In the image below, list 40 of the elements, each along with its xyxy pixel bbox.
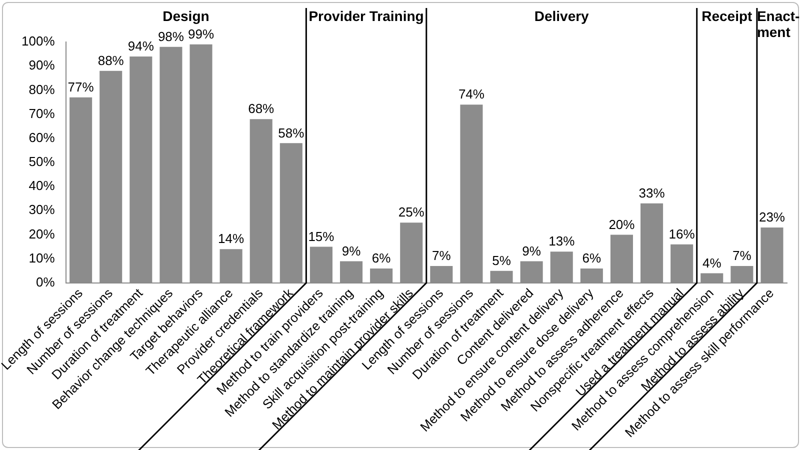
data-label: 23% [758, 210, 786, 225]
data-label: 25% [398, 204, 425, 220]
data-label: 9% [522, 243, 542, 258]
y-tick-label: 80% [28, 82, 56, 97]
data-label: 16% [668, 226, 696, 242]
y-tick-label: 10% [28, 250, 56, 266]
text: Design [162, 8, 210, 24]
data-label: 6% [372, 250, 392, 266]
data-label: 9% [342, 243, 362, 258]
text: Provider Training [308, 8, 425, 24]
data-label: 58% [278, 125, 305, 140]
data-label: 33% [638, 185, 666, 200]
y-tick-label: 50% [28, 154, 56, 170]
data-label: 7% [732, 248, 752, 264]
data-label: 4% [702, 255, 722, 270]
data-label: 14% [218, 231, 245, 246]
data-label: 68% [248, 101, 275, 116]
data-label: 94% [128, 38, 154, 54]
y-tick-label: 60% [28, 130, 56, 145]
data-label: 98% [158, 28, 184, 44]
text: Receipt [700, 8, 754, 24]
data-label: 20% [608, 216, 636, 232]
y-tick-label: 70% [28, 106, 56, 121]
y-tick-label: 90% [28, 58, 56, 73]
data-label: 13% [548, 234, 576, 249]
y-tick-label: 100% [22, 34, 56, 49]
data-label: 15% [308, 228, 335, 244]
data-label: 74% [458, 86, 485, 102]
data-label: 88% [98, 52, 124, 68]
data-label: 77% [68, 79, 94, 94]
data-label: 99% [188, 26, 214, 42]
data-label: 7% [432, 248, 452, 264]
text: Enact-ment [756, 8, 800, 40]
y-tick-label: 20% [28, 226, 56, 242]
y-tick-label: 30% [28, 202, 56, 218]
y-tick-label: 0% [36, 274, 56, 290]
y-tick-label: 40% [28, 178, 56, 194]
data-label: 6% [582, 250, 602, 266]
text: Delivery [533, 8, 590, 24]
data-label: 5% [492, 252, 512, 268]
